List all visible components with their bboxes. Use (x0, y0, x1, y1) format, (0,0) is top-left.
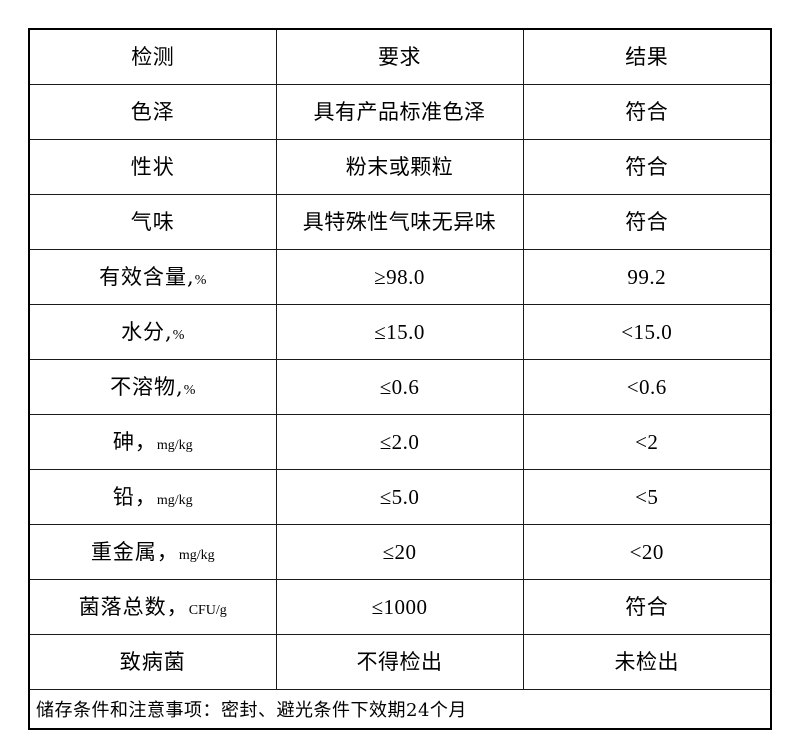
cell-result: 未检出 (522, 634, 771, 690)
cell-requirement: ≤15.0 (275, 304, 524, 360)
cell-item: 重金属，mg/kg (29, 524, 277, 580)
cell-requirement: ≤20 (275, 524, 524, 580)
table-header-row: 检测 要求 结果 (29, 29, 771, 85)
table-row: 铅，mg/kg ≤5.0 <5 (29, 469, 771, 525)
table-row: 重金属，mg/kg ≤20 <20 (29, 524, 771, 580)
table-row: 气味 具特殊性气味无异味 符合 (29, 194, 771, 250)
item-label: 性状 (130, 154, 175, 179)
cell-result: 符合 (522, 194, 771, 250)
item-unit: CFU/g (188, 602, 227, 618)
cell-item: 有效含量,% (29, 249, 277, 305)
cell-requirement: ≤1000 (275, 579, 524, 635)
specification-table: 检测 要求 结果 色泽 具有产品标准色泽 符合 性状 粉末或颗粒 符合 气味 具… (28, 28, 772, 730)
column-header-result: 结果 (522, 29, 771, 85)
cell-requirement: 粉末或颗粒 (275, 139, 524, 195)
item-label: 气味 (130, 209, 175, 234)
table-row: 水分,% ≤15.0 <15.0 (29, 304, 771, 360)
item-label: 致病菌 (119, 649, 186, 674)
cell-requirement: ≥98.0 (275, 249, 524, 305)
table-row: 砷，mg/kg ≤2.0 <2 (29, 414, 771, 470)
column-header-item: 检测 (29, 29, 277, 85)
cell-requirement: ≤2.0 (275, 414, 524, 470)
cell-requirement: ≤5.0 (275, 469, 524, 525)
table-body: 检测 要求 结果 色泽 具有产品标准色泽 符合 性状 粉末或颗粒 符合 气味 具… (29, 29, 771, 729)
cell-result: 符合 (522, 84, 771, 140)
storage-note-cell: 储存条件和注意事项：密封、避光条件下效期24个月 (29, 689, 771, 729)
cell-item: 气味 (29, 194, 277, 250)
item-unit: % (194, 272, 207, 288)
cell-result: 符合 (522, 579, 771, 635)
item-label: 有效含量, (99, 264, 195, 289)
item-label: 色泽 (130, 99, 175, 124)
cell-result: <5 (522, 469, 771, 525)
cell-item: 菌落总数，CFU/g (29, 579, 277, 635)
table-row: 有效含量,% ≥98.0 99.2 (29, 249, 771, 305)
cell-item: 铅，mg/kg (29, 469, 277, 525)
table-row: 菌落总数，CFU/g ≤1000 符合 (29, 579, 771, 635)
item-label: 砷， (112, 429, 157, 454)
item-label: 不溶物, (110, 374, 184, 399)
item-unit: mg/kg (156, 492, 193, 508)
cell-requirement: 具特殊性气味无异味 (275, 194, 524, 250)
table-row: 致病菌 不得检出 未检出 (29, 634, 771, 690)
item-unit: % (183, 382, 196, 398)
cell-item: 性状 (29, 139, 277, 195)
cell-item: 色泽 (29, 84, 277, 140)
cell-result: <0.6 (522, 359, 771, 415)
item-unit: mg/kg (178, 547, 215, 563)
cell-requirement: ≤0.6 (275, 359, 524, 415)
cell-item: 砷，mg/kg (29, 414, 277, 470)
item-label: 水分, (121, 319, 173, 344)
cell-result: <20 (522, 524, 771, 580)
cell-result: 99.2 (522, 249, 771, 305)
item-label: 铅， (112, 484, 157, 509)
cell-item: 水分,% (29, 304, 277, 360)
cell-requirement: 不得检出 (275, 634, 524, 690)
column-header-requirement: 要求 (275, 29, 524, 85)
table-footer-row: 储存条件和注意事项：密封、避光条件下效期24个月 (29, 689, 771, 729)
cell-result: <2 (522, 414, 771, 470)
cell-item: 不溶物,% (29, 359, 277, 415)
storage-note-text: 储存条件和注意事项：密封、避光条件下效期24个月 (36, 699, 467, 721)
table-row: 不溶物,% ≤0.6 <0.6 (29, 359, 771, 415)
item-unit: mg/kg (156, 437, 193, 453)
item-unit: % (172, 327, 185, 343)
table-row: 性状 粉末或颗粒 符合 (29, 139, 771, 195)
cell-requirement: 具有产品标准色泽 (275, 84, 524, 140)
cell-result: 符合 (522, 139, 771, 195)
cell-item: 致病菌 (29, 634, 277, 690)
table-row: 色泽 具有产品标准色泽 符合 (29, 84, 771, 140)
cell-result: <15.0 (522, 304, 771, 360)
item-label: 重金属， (90, 539, 179, 564)
item-label: 菌落总数， (78, 594, 189, 619)
